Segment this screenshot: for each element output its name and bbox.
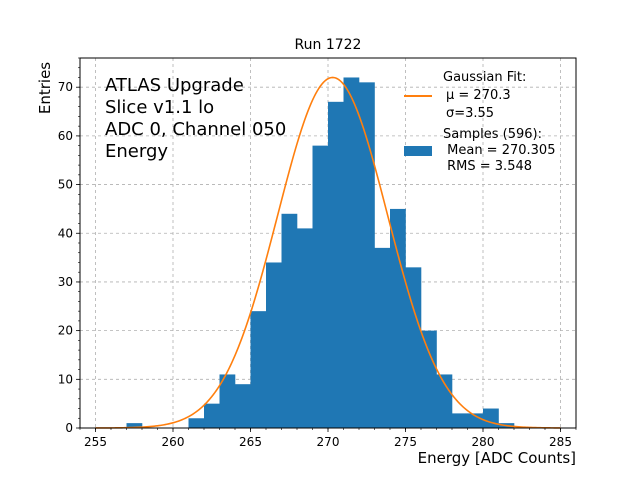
chart-title: Run 1722	[295, 37, 362, 53]
histogram-bar	[250, 311, 267, 428]
y-tick-label: 10	[58, 372, 73, 386]
gaussian-fit-curve	[95, 76, 561, 429]
y-axis-label: Entries	[36, 62, 54, 114]
histogram-bar	[204, 403, 220, 428]
annotation-line-2: Slice v1.1 lo	[105, 97, 214, 118]
histogram-bar	[328, 101, 344, 428]
annotation-line-4: Energy	[105, 141, 168, 162]
x-tick-label: 265	[239, 435, 262, 449]
axis-ticks: 255 260 265 270 275 280 285 0 10 20 30 40 50 60 70	[58, 57, 577, 449]
histogram-bar	[235, 384, 251, 428]
x-tick-label: 285	[549, 435, 572, 449]
x-tick-label: 280	[472, 435, 495, 449]
legend: Gaussian Fit: μ = 270.3 σ=3.55 Samples (…	[404, 70, 555, 174]
histogram-bar	[297, 228, 313, 428]
y-tick-label: 60	[58, 129, 73, 143]
histogram-bar	[281, 213, 298, 428]
x-axis-label: Energy [ADC Counts]	[418, 449, 576, 467]
legend-fit-mu: μ = 270.3	[446, 88, 511, 103]
histogram-bar	[436, 374, 453, 428]
y-tick-label: 40	[58, 226, 73, 240]
legend-fit-title: Gaussian Fit:	[443, 70, 526, 85]
histogram-bar	[374, 247, 391, 428]
x-tick-label: 270	[317, 435, 340, 449]
legend-fit-sigma: σ=3.55	[446, 106, 494, 121]
histogram-bar	[421, 330, 437, 428]
histogram-bar	[219, 374, 236, 428]
legend-hist-mean: Mean = 270.305	[443, 143, 555, 158]
legend-hist-rms: RMS = 3.548	[443, 159, 532, 174]
y-tick-label: 20	[58, 324, 73, 338]
x-tick-label: 255	[84, 435, 107, 449]
x-tick-label: 275	[394, 435, 417, 449]
histogram-bar	[467, 413, 484, 428]
fit-line	[95, 76, 561, 429]
histogram-bar	[483, 408, 499, 428]
histogram-bar	[405, 267, 422, 428]
histogram-bar	[126, 423, 143, 428]
histogram-bar	[312, 145, 329, 428]
histogram-bar	[343, 77, 360, 428]
info-annotation: ATLAS Upgrade Slice v1.1 lo ADC 0, Chann…	[105, 75, 286, 162]
annotation-line-3: ADC 0, Channel 050	[105, 119, 286, 140]
y-tick-label: 30	[58, 275, 73, 289]
histogram-bars	[126, 77, 515, 428]
y-tick-label: 50	[58, 178, 73, 192]
histogram-bar	[452, 413, 468, 428]
histogram-bar	[390, 208, 406, 428]
annotation-line-1: ATLAS Upgrade	[105, 75, 244, 96]
x-tick-label: 260	[162, 435, 185, 449]
y-tick-label: 0	[65, 421, 73, 435]
histogram-bar	[188, 418, 205, 428]
legend-hist-swatch	[404, 146, 432, 156]
legend-hist-title: Samples (596):	[443, 127, 542, 142]
histogram-bar	[266, 262, 282, 428]
y-tick-label: 70	[58, 80, 73, 94]
histogram-bar	[359, 82, 375, 428]
